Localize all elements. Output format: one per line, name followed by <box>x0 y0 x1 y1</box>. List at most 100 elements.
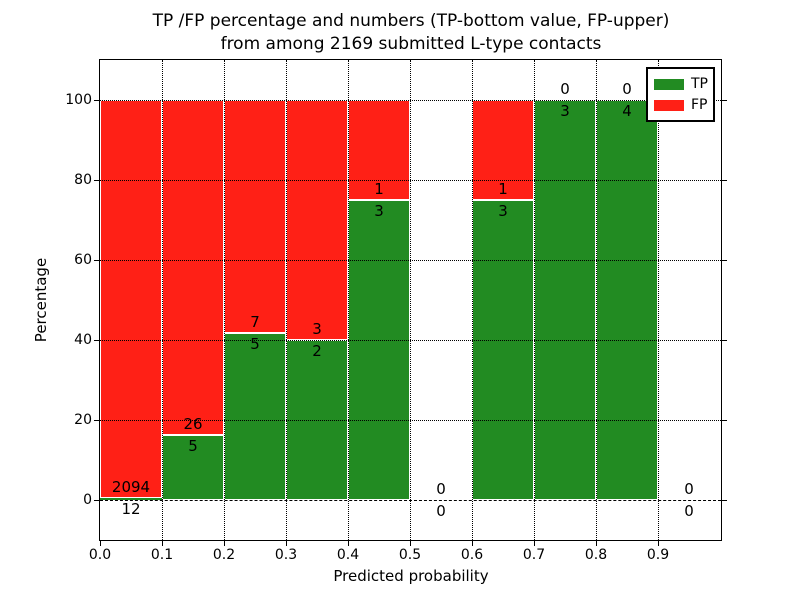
y-tick-mark-right <box>722 100 727 101</box>
tp-bar-segment <box>100 497 162 500</box>
fp-color-swatch <box>654 100 684 111</box>
chart-title-line1: TP /FP percentage and numbers (TP-bottom… <box>152 11 670 31</box>
tp-bar-segment <box>534 100 596 500</box>
tp-count-label: 3 <box>560 102 570 120</box>
x-tick-label: 0.1 <box>150 547 174 563</box>
x-tick-mark <box>410 541 411 546</box>
x-tick-mark <box>286 541 287 546</box>
y-gridline <box>100 100 721 101</box>
x-gridline <box>162 60 163 540</box>
x-tick-mark <box>224 541 225 546</box>
y-tick-label: 80 <box>74 172 92 188</box>
legend-label-fp: FP <box>691 97 708 113</box>
zero-baseline <box>100 500 721 501</box>
y-gridline <box>100 420 721 421</box>
tp-count-label: 12 <box>121 499 141 518</box>
chart-title-line2: from among 2169 submitted L-type contact… <box>220 34 602 54</box>
x-tick-mark <box>348 541 349 546</box>
y-tick-label: 20 <box>74 412 92 428</box>
fp-count-label: 3 <box>312 320 322 338</box>
x-gridline <box>472 60 473 540</box>
tp-bar-segment <box>596 100 658 500</box>
fp-bar-segment <box>224 100 286 334</box>
y-gridline <box>100 340 721 341</box>
y-tick-label: 60 <box>74 252 92 268</box>
tp-count-label: 4 <box>622 102 632 120</box>
x-tick-label: 0.9 <box>646 547 670 563</box>
y-tick-mark-left <box>94 420 99 421</box>
x-tick-label: 0.0 <box>88 547 112 563</box>
legend-label-tp: TP <box>691 76 708 92</box>
legend: TP FP <box>646 67 715 122</box>
x-gridline <box>348 60 349 540</box>
tp-bar-segment <box>162 435 224 500</box>
y-tick-mark-right <box>722 420 727 421</box>
fp-bar-segment <box>472 100 534 200</box>
tp-count-label: 3 <box>498 202 508 220</box>
y-tick-mark-right <box>722 500 727 501</box>
y-tick-mark-left <box>94 260 99 261</box>
tp-count-label: 0 <box>436 502 446 520</box>
fp-count-label: 2094 <box>111 477 151 496</box>
y-tick-mark-right <box>722 260 727 261</box>
x-tick-mark <box>472 541 473 546</box>
x-tick-mark <box>162 541 163 546</box>
tp-count-label: 5 <box>188 437 198 456</box>
x-gridline <box>658 60 659 540</box>
x-gridline <box>286 60 287 540</box>
x-gridline <box>534 60 535 540</box>
y-gridline <box>100 180 721 181</box>
y-tick-mark-left <box>94 340 99 341</box>
y-tick-mark-left <box>94 500 99 501</box>
fp-count-label: 0 <box>684 480 694 498</box>
fp-count-label: 7 <box>250 313 260 332</box>
tp-count-label: 0 <box>684 502 694 520</box>
x-gridline <box>410 60 411 540</box>
y-tick-label: 0 <box>83 492 92 508</box>
fp-bar-segment <box>100 100 162 498</box>
fp-count-label: 1 <box>374 180 384 198</box>
tp-count-label: 2 <box>312 342 322 360</box>
tp-bar-segment <box>472 200 534 500</box>
x-tick-label: 0.2 <box>212 547 236 563</box>
y-tick-label: 100 <box>65 92 92 108</box>
fp-count-label: 26 <box>183 415 203 434</box>
x-tick-label: 0.4 <box>336 547 360 563</box>
fp-count-label: 1 <box>498 180 508 198</box>
x-gridline <box>596 60 597 540</box>
x-tick-mark <box>658 541 659 546</box>
tp-bar-segment <box>348 200 410 500</box>
x-tick-label: 0.3 <box>274 547 298 563</box>
chart-title: TP /FP percentage and numbers (TP-bottom… <box>100 10 722 56</box>
fp-count-label: 0 <box>622 80 632 98</box>
y-tick-mark-right <box>722 180 727 181</box>
x-gridline <box>224 60 225 540</box>
y-tick-mark-left <box>94 180 99 181</box>
fp-bar-segment <box>286 100 348 340</box>
x-tick-mark <box>100 541 101 546</box>
legend-item-tp: TP <box>648 74 713 95</box>
x-tick-mark <box>534 541 535 546</box>
tp-color-swatch <box>654 79 684 90</box>
fp-count-label: 0 <box>436 480 446 498</box>
y-tick-mark-left <box>94 100 99 101</box>
x-axis-label: Predicted probability <box>333 567 489 585</box>
x-tick-label: 0.7 <box>522 547 546 563</box>
x-tick-mark <box>596 541 597 546</box>
y-tick-label: 40 <box>74 332 92 348</box>
tp-bar-segment <box>224 333 286 500</box>
tp-count-label: 5 <box>250 335 260 354</box>
y-tick-mark-right <box>722 340 727 341</box>
legend-item-fp: FP <box>648 95 713 116</box>
fp-bar-segment <box>162 100 224 436</box>
x-tick-label: 0.8 <box>584 547 608 563</box>
y-axis-label: Percentage <box>32 257 50 343</box>
tp-count-label: 3 <box>374 202 384 220</box>
fp-bar-segment <box>348 100 410 200</box>
x-tick-label: 0.6 <box>460 547 484 563</box>
x-tick-label: 0.5 <box>398 547 422 563</box>
y-gridline <box>100 260 721 261</box>
fp-count-label: 0 <box>560 80 570 98</box>
